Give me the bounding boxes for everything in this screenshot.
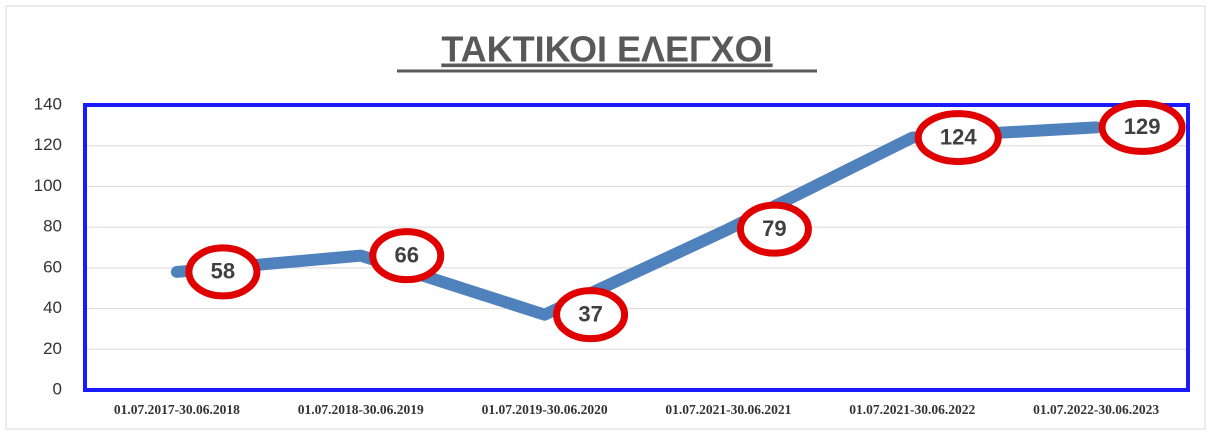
y-tick-label: 0 — [53, 379, 62, 398]
data-label: 124 — [940, 124, 977, 149]
data-label-ring — [1098, 99, 1186, 155]
data-label: 129 — [1124, 114, 1161, 139]
data-label: 66 — [395, 242, 419, 267]
data-label-ring — [185, 244, 261, 300]
data-label-ring — [553, 287, 629, 343]
y-tick-label: 140 — [34, 94, 62, 113]
x-tick-label: 01.07.2019-30.06.2020 — [482, 402, 608, 417]
data-label: 79 — [762, 216, 786, 241]
x-tick-label: 01.07.2021-30.06.2022 — [849, 402, 975, 417]
data-label: 58 — [211, 259, 235, 284]
y-tick-label: 120 — [34, 135, 62, 154]
data-label-ring — [914, 110, 1002, 166]
y-tick-label: 80 — [43, 217, 62, 236]
y-tick-label: 100 — [34, 176, 62, 195]
y-tick-label: 60 — [43, 257, 62, 276]
x-tick-label: 01.07.2017-30.06.2018 — [114, 402, 240, 417]
x-tick-label: 01.07.2018-30.06.2019 — [298, 402, 424, 417]
chart-border — [5, 5, 1206, 430]
data-label-ring — [736, 201, 812, 257]
x-tick-label: 01.07.2022-30.06.2023 — [1033, 402, 1159, 417]
data-label: 37 — [578, 301, 602, 326]
data-label-ring — [369, 228, 445, 284]
y-tick-label: 20 — [43, 339, 62, 358]
chart-title: ΤΑΚΤΙΚΟΙ ΕΛΕΓΧΟΙ — [441, 29, 772, 70]
x-tick-label: 01.07.2021-30.06.2021 — [665, 402, 791, 417]
y-tick-label: 40 — [43, 298, 62, 317]
plot-border — [83, 103, 1190, 392]
